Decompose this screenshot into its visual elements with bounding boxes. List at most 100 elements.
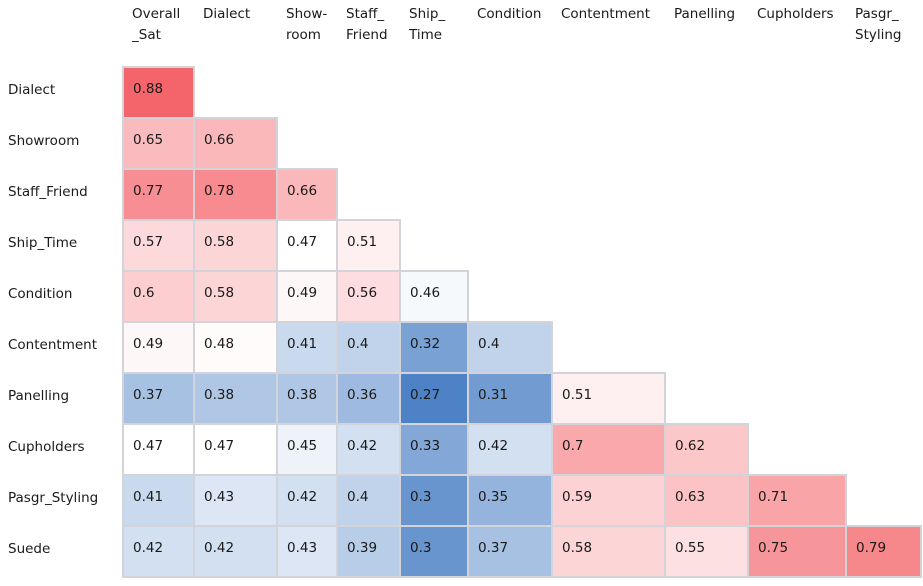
empty-cell: [846, 424, 921, 475]
cell-panelling-ship_time[interactable]: 0.27: [399, 372, 469, 425]
cell-panelling-condition[interactable]: 0.31: [467, 372, 553, 425]
cell-pasgr_styling-showroom[interactable]: 0.42: [276, 474, 338, 527]
cell-showroom-dialect[interactable]: 0.66: [193, 117, 278, 170]
empty-cell: [665, 67, 748, 118]
cell-cupholders-dialect[interactable]: 0.47: [193, 423, 278, 476]
column-header-staff_friend: Staff_ Friend: [337, 0, 400, 67]
cell-dialect-overall_sat[interactable]: 0.88: [122, 66, 195, 119]
empty-cell: [846, 271, 921, 322]
row-label-showroom: Showroom: [0, 118, 123, 169]
cell-contentment-staff_friend[interactable]: 0.4: [336, 321, 401, 374]
cell-cupholders-contentment[interactable]: 0.7: [551, 423, 666, 476]
cell-pasgr_styling-contentment[interactable]: 0.59: [551, 474, 666, 527]
empty-cell: [748, 322, 846, 373]
empty-cell: [194, 67, 277, 118]
column-header-line: Contentment: [561, 6, 650, 22]
matrix-row-dialect: Dialect 0.88: [0, 66, 921, 119]
empty-cell: [665, 322, 748, 373]
empty-cell: [665, 220, 748, 271]
cell-suede-dialect[interactable]: 0.42: [193, 525, 278, 578]
column-header-overall_sat: Overall _Sat: [123, 0, 194, 67]
cell-condition-overall_sat[interactable]: 0.6: [122, 270, 195, 323]
cell-panelling-showroom[interactable]: 0.38: [276, 372, 338, 425]
cell-pasgr_styling-ship_time[interactable]: 0.3: [399, 474, 469, 527]
cell-condition-staff_friend[interactable]: 0.56: [336, 270, 401, 323]
cell-pasgr_styling-panelling[interactable]: 0.63: [664, 474, 749, 527]
cell-staff_friend-showroom[interactable]: 0.66: [276, 168, 338, 221]
row-label-condition: Condition: [0, 271, 123, 322]
empty-cell: [846, 475, 921, 526]
cell-suede-contentment[interactable]: 0.58: [551, 525, 666, 578]
cell-cupholders-condition[interactable]: 0.42: [467, 423, 553, 476]
empty-cell: [748, 271, 846, 322]
cell-suede-pasgr_styling[interactable]: 0.79: [845, 525, 922, 578]
row-label-dialect: Dialect: [0, 67, 123, 118]
cell-contentment-dialect[interactable]: 0.48: [193, 321, 278, 374]
empty-cell: [665, 373, 748, 424]
matrix-row-condition: Condition 0.6 0.58 0.49 0.56 0.46: [0, 270, 921, 323]
cell-suede-panelling[interactable]: 0.55: [664, 525, 749, 578]
cell-staff_friend-dialect[interactable]: 0.78: [193, 168, 278, 221]
empty-cell: [468, 118, 552, 169]
empty-cell: [468, 271, 552, 322]
cell-panelling-dialect[interactable]: 0.38: [193, 372, 278, 425]
cell-contentment-showroom[interactable]: 0.41: [276, 321, 338, 374]
cell-cupholders-showroom[interactable]: 0.45: [276, 423, 338, 476]
cell-ship_time-showroom[interactable]: 0.47: [276, 219, 338, 272]
column-header-dialect: Dialect: [194, 0, 277, 67]
column-header-line: Friend: [346, 27, 388, 43]
cell-showroom-overall_sat[interactable]: 0.65: [122, 117, 195, 170]
cell-pasgr_styling-dialect[interactable]: 0.43: [193, 474, 278, 527]
cell-suede-showroom[interactable]: 0.43: [276, 525, 338, 578]
column-header-line: Cupholders: [757, 6, 834, 22]
empty-cell: [552, 67, 665, 118]
cell-cupholders-ship_time[interactable]: 0.33: [399, 423, 469, 476]
cell-panelling-overall_sat[interactable]: 0.37: [122, 372, 195, 425]
cell-contentment-overall_sat[interactable]: 0.49: [122, 321, 195, 374]
cell-pasgr_styling-staff_friend[interactable]: 0.4: [336, 474, 401, 527]
cell-panelling-staff_friend[interactable]: 0.36: [336, 372, 401, 425]
cell-contentment-ship_time[interactable]: 0.32: [399, 321, 469, 374]
row-label-ship_time: Ship_Time: [0, 220, 123, 271]
cell-cupholders-overall_sat[interactable]: 0.47: [122, 423, 195, 476]
cell-suede-cupholders[interactable]: 0.75: [747, 525, 847, 578]
column-header-line: Condition: [477, 6, 542, 22]
empty-cell: [748, 220, 846, 271]
cell-suede-condition[interactable]: 0.37: [467, 525, 553, 578]
cell-cupholders-staff_friend[interactable]: 0.42: [336, 423, 401, 476]
empty-cell: [665, 271, 748, 322]
empty-cell: [846, 322, 921, 373]
empty-cell: [846, 67, 921, 118]
cell-ship_time-overall_sat[interactable]: 0.57: [122, 219, 195, 272]
empty-cell: [337, 169, 400, 220]
cell-pasgr_styling-condition[interactable]: 0.35: [467, 474, 553, 527]
column-header-ship_time: Ship_ Time: [400, 0, 468, 67]
cell-panelling-contentment[interactable]: 0.51: [551, 372, 666, 425]
row-label-panelling: Panelling: [0, 373, 123, 424]
row-label-staff_friend: Staff_Friend: [0, 169, 123, 220]
cell-cupholders-panelling[interactable]: 0.62: [664, 423, 749, 476]
cell-condition-showroom[interactable]: 0.49: [276, 270, 338, 323]
empty-cell: [400, 220, 468, 271]
column-header-panelling: Panelling: [665, 0, 748, 67]
empty-cell: [468, 169, 552, 220]
cell-condition-ship_time[interactable]: 0.46: [399, 270, 469, 323]
cell-suede-ship_time[interactable]: 0.3: [399, 525, 469, 578]
cell-pasgr_styling-cupholders[interactable]: 0.71: [747, 474, 847, 527]
empty-cell: [337, 67, 400, 118]
empty-cell: [552, 118, 665, 169]
cell-ship_time-dialect[interactable]: 0.58: [193, 219, 278, 272]
cell-suede-overall_sat[interactable]: 0.42: [122, 525, 195, 578]
cell-suede-staff_friend[interactable]: 0.39: [336, 525, 401, 578]
cell-staff_friend-overall_sat[interactable]: 0.77: [122, 168, 195, 221]
empty-cell: [277, 118, 337, 169]
column-header-line: Staff_: [346, 6, 385, 22]
cell-contentment-condition[interactable]: 0.4: [467, 321, 553, 374]
cell-condition-dialect[interactable]: 0.58: [193, 270, 278, 323]
cell-ship_time-staff_friend[interactable]: 0.51: [336, 219, 401, 272]
empty-cell: [552, 271, 665, 322]
empty-cell: [468, 67, 552, 118]
empty-cell: [846, 169, 921, 220]
header-row: Overall _Sat Dialect Show-room Staff_ Friend S…: [0, 0, 921, 67]
cell-pasgr_styling-overall_sat[interactable]: 0.41: [122, 474, 195, 527]
